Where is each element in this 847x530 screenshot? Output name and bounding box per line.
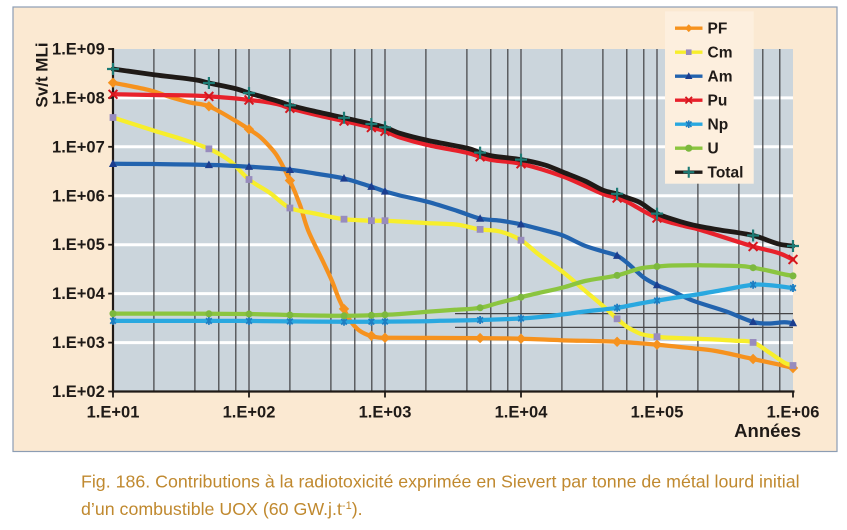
svg-text:1.E+09: 1.E+09 <box>52 41 105 59</box>
svg-text:Sv/t MLi: Sv/t MLi <box>33 42 52 107</box>
svg-text:d’un combustible UOX (60 GW.j.: d’un combustible UOX (60 GW.j.t-1). <box>81 499 363 519</box>
svg-text:Am: Am <box>708 69 733 86</box>
svg-text:1.E+04: 1.E+04 <box>52 285 106 303</box>
svg-text:1.E+02: 1.E+02 <box>52 383 105 401</box>
svg-text:1.E+02: 1.E+02 <box>223 404 276 422</box>
svg-text:1.E+04: 1.E+04 <box>495 404 549 422</box>
svg-text:1.E+08: 1.E+08 <box>52 89 105 107</box>
svg-text:1.E+07: 1.E+07 <box>52 138 105 156</box>
svg-text:1.E+05: 1.E+05 <box>631 404 684 422</box>
svg-text:PF: PF <box>708 21 728 38</box>
svg-text:Cm: Cm <box>708 45 733 62</box>
svg-text:1.E+06: 1.E+06 <box>52 187 105 205</box>
svg-text:1.E+01: 1.E+01 <box>87 404 140 422</box>
svg-text:1.E+06: 1.E+06 <box>767 404 820 422</box>
svg-text:1.E+03: 1.E+03 <box>52 334 105 352</box>
svg-text:1.E+05: 1.E+05 <box>52 236 105 254</box>
svg-text:Np: Np <box>708 117 729 134</box>
svg-text:Années: Années <box>734 420 801 441</box>
svg-text:U: U <box>708 141 719 158</box>
svg-text:Fig. 186. Contributions à la r: Fig. 186. Contributions à la radiotoxici… <box>81 472 800 492</box>
svg-text:1.E+03: 1.E+03 <box>359 404 412 422</box>
svg-text:Pu: Pu <box>708 93 728 110</box>
svg-text:Total: Total <box>708 165 744 182</box>
